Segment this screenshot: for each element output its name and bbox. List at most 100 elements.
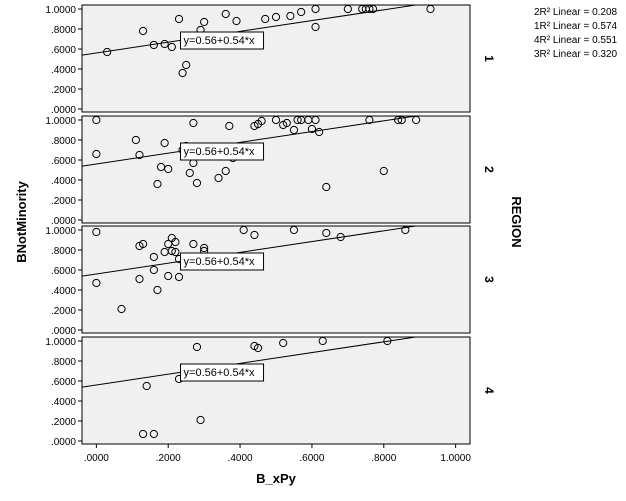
data-point [365,4,374,14]
legend-entry: 1R² Linear = 0.574 [534,21,618,32]
data-point [189,118,198,128]
data-point [103,47,112,57]
y-tick-label: .4000 [51,286,76,297]
data-point [149,40,158,50]
data-point [171,237,180,247]
y-tick-label: .2000 [51,417,76,428]
data-point [307,124,317,134]
panel-label: 2 [482,166,496,173]
data-point [138,429,148,439]
data-point [279,338,288,348]
panel-label: 3 [482,276,496,283]
data-point [182,60,191,70]
y-tick-label: .8000 [51,357,76,368]
data-point [368,4,378,14]
data-point [160,138,169,148]
data-point [379,166,388,176]
data-point [412,115,421,125]
data-point [336,232,345,242]
y-tick-label: 1.0000 [45,116,76,127]
panel-3: .0000 .2000 .4000 .6000 .8000 1.0000 y=0.56+0.… [45,225,496,337]
data-point [178,68,187,78]
y-tick-label: 1.0000 [45,226,76,237]
y-axis-title: BNotMinority [14,180,29,262]
y-tick-label: .4000 [51,65,76,76]
data-point [164,239,173,249]
x-tick-label: .2000 [156,453,181,464]
equation-label: y=0.56+0.54*x [184,367,255,379]
data-point [164,164,173,174]
data-point [92,278,101,288]
fit-line [82,337,420,388]
y-tick-label: 1.0000 [45,337,76,348]
data-point [311,115,320,125]
data-point [92,115,101,125]
data-point [214,173,223,183]
y-tick-label: .0000 [51,437,76,448]
data-point [167,246,176,256]
data-point [225,121,234,131]
data-point [322,182,331,192]
legend-entry: 2R² Linear = 0.208 [534,7,618,18]
data-point [286,11,295,21]
panel-group-title: REGION [509,196,524,247]
fit-line [82,5,420,56]
data-point [200,243,209,253]
panel-background [81,115,471,224]
data-point [135,150,144,160]
y-tick-label: 1.0000 [45,5,76,16]
data-point [192,342,202,352]
data-point [138,26,148,36]
panel-background [81,336,471,445]
data-point [426,4,435,14]
data-point [149,429,158,439]
data-point [271,115,281,125]
y-tick-label: .6000 [51,266,76,277]
data-point [185,168,194,178]
data-point [153,285,162,295]
data-point [142,381,151,391]
panel-4: .0000 .2000 .4000 .6000 .8000 1.0000 y=0.56+0.… [45,336,496,448]
data-point [192,178,202,188]
y-tick-label: .6000 [51,377,76,388]
data-point [343,4,352,14]
data-point [117,304,126,314]
data-point [167,42,176,52]
data-point [289,225,299,235]
data-point [253,343,263,353]
data-point [365,115,374,125]
data-point [318,336,327,346]
y-tick-label: .6000 [51,156,76,167]
data-point [322,228,331,238]
data-point [189,239,198,249]
y-tick-label: .8000 [51,246,76,257]
data-point [282,118,291,128]
data-point [289,125,299,135]
x-axis: .0000 .2000 .4000 .6000 .8000 1.0000 [84,444,471,464]
panel-2: .0000 .2000 .4000 .6000 .8000 1.0000 y=0.56+0.… [45,115,496,227]
data-point [394,115,403,125]
data-point [149,265,158,275]
data-point [92,227,101,237]
data-point [257,116,266,126]
data-point [153,179,162,189]
y-tick-label: .8000 [51,25,76,36]
data-point [261,14,270,24]
data-point [271,12,281,22]
data-point [92,149,101,159]
data-point [397,115,406,125]
data-point [311,22,320,32]
data-point [131,135,140,145]
y-tick-label: .4000 [51,397,76,408]
data-point [297,7,306,17]
legend: 2R² Linear = 0.208 1R² Linear = 0.574 4R² … [534,7,618,60]
y-tick-label: .4000 [51,176,76,187]
data-point [293,115,302,125]
legend-entry: 3R² Linear = 0.320 [534,49,618,60]
x-tick-label: .8000 [371,453,396,464]
y-tick-label: .0000 [51,105,76,116]
data-point [221,9,230,19]
data-point [315,127,324,137]
equation-box [180,363,265,382]
